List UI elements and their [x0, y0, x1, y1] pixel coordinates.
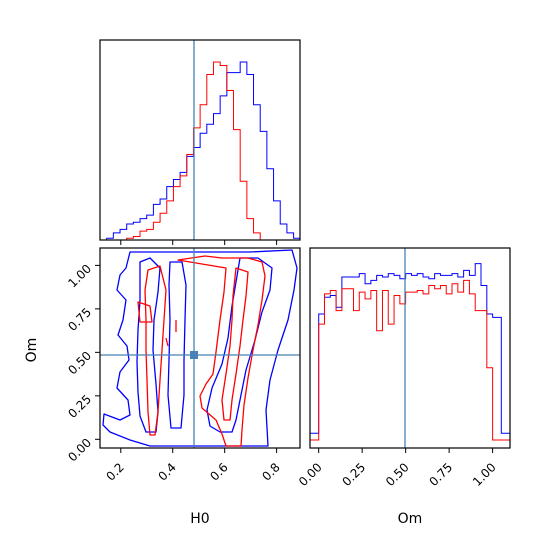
om-x-tick-label-0: 0.00: [296, 460, 325, 489]
h0-histogram-panel: [99, 39, 301, 245]
joint-y-tick-label-1: 0.25: [65, 392, 94, 421]
red-contours: [137, 255, 266, 447]
x-axis-label-om: Om: [398, 511, 423, 527]
blue-contours: [102, 249, 298, 447]
truth-marker: [190, 351, 198, 359]
h0-histogram-blue-steps: [100, 61, 301, 241]
joint-y-tick-label-4: 1.00: [65, 262, 94, 291]
joint-y-tick-label-2: 0.50: [65, 349, 94, 378]
om-histogram-panel: 0.00 0.25 0.50 0.75 1.00 Om: [296, 247, 511, 527]
blue-contour-middle: [167, 261, 187, 429]
om-histogram-red-steps: [310, 279, 510, 441]
joint-frame: [99, 247, 301, 449]
om-x-tick-label-3: 0.75: [426, 460, 455, 489]
red-contour-left-lobe: [144, 265, 167, 436]
red-contour-small-left: [137, 301, 153, 323]
om-histogram-blue-steps: [309, 263, 511, 440]
blue-contour-outer: [102, 249, 298, 447]
joint-y-tick-label-3: 0.75: [65, 305, 94, 334]
y-axis-label-om: Om: [24, 338, 40, 363]
joint-x-tick-label-1: 0.4: [155, 460, 178, 483]
x-axis-label-h0: H0: [190, 511, 209, 527]
joint-y-tick-label-0: 0.00: [65, 436, 94, 465]
h0-histogram-red-steps: [100, 61, 300, 241]
blue-contour-inner-right: [206, 257, 273, 433]
joint-x-tick-label-0: 0.2: [103, 460, 126, 483]
om-x-tick-label-1: 0.25: [340, 460, 369, 489]
red-contour-tick-b: [165, 337, 169, 347]
blue-contour-inner-left: [136, 257, 161, 433]
om-x-tick-label-4: 1.00: [470, 460, 499, 489]
om-x-tick-label-2: 0.50: [383, 460, 412, 489]
red-contour-inner: [221, 267, 249, 421]
joint-contour-panel: 0.2 0.4 0.6 0.8 0.00 0.25 0.50 0.75 1.00 H0 Om: [24, 247, 301, 527]
joint-x-tick-label-3: 0.8: [259, 460, 282, 483]
h0-histogram-frame: [99, 39, 301, 241]
red-contour-outer: [177, 255, 266, 447]
joint-x-tick-label-2: 0.6: [207, 460, 230, 483]
om-histogram-frame: [309, 247, 511, 449]
